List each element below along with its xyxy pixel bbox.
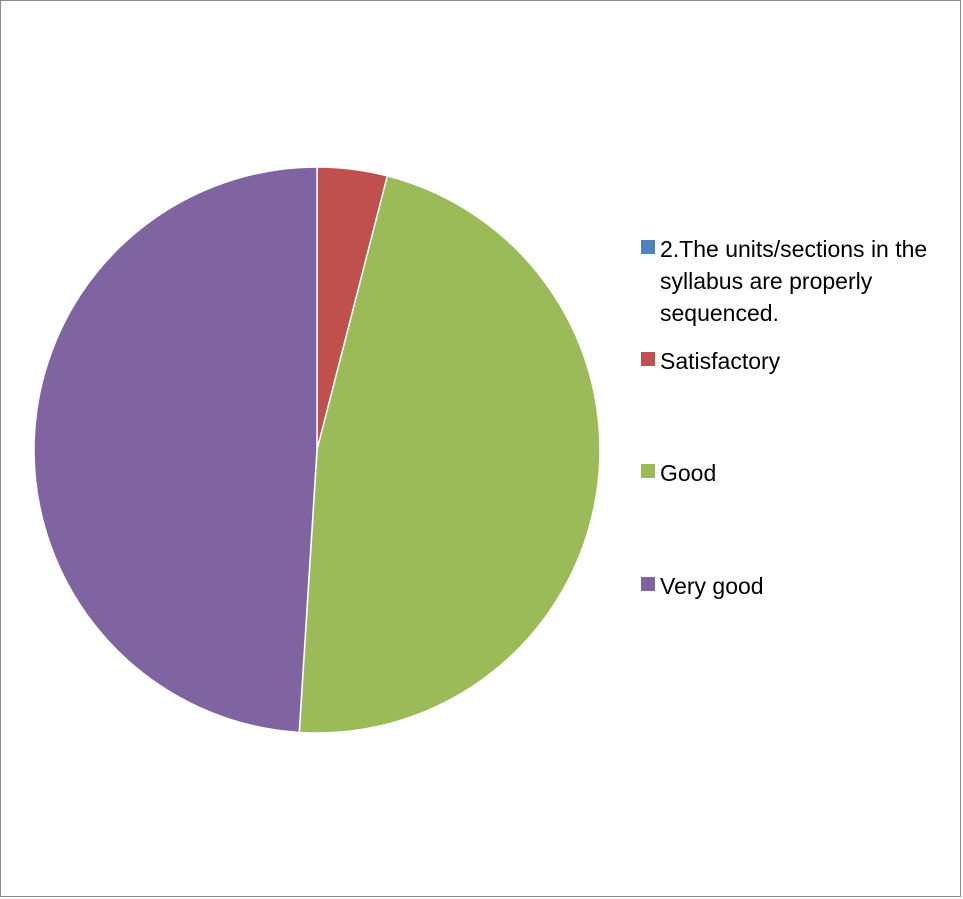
legend-swatch-2 [641,352,655,366]
legend-item-4: Very good [641,570,764,602]
legend-label-1: 2.The units/sections in the syllabus are… [660,236,928,326]
legend-swatch-1 [641,240,655,254]
legend-item-3: Good [641,457,716,489]
pie-slice-very-good [33,166,318,734]
pie-slice-good [298,174,601,734]
legend-label-3: Good [660,460,717,486]
legend-item-2: Satisfactory [641,345,780,377]
legend-label-4: Very good [660,573,764,599]
legend-swatch-3 [641,464,655,478]
legend-swatch-4 [641,577,655,591]
legend-item-1: 2.The units/sections in the syllabus are… [641,233,950,329]
legend-label-2: Satisfactory [660,348,781,374]
